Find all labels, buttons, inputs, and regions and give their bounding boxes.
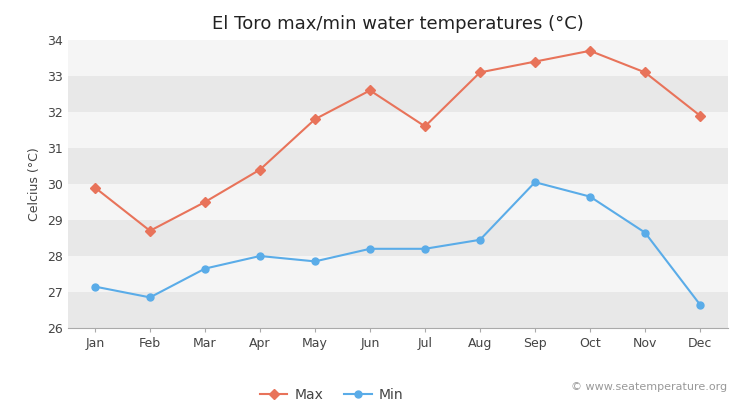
Max [365, 88, 374, 93]
Min [200, 266, 209, 271]
Title: El Toro max/min water temperatures (°C): El Toro max/min water temperatures (°C) [211, 15, 584, 33]
Line: Min: Min [92, 179, 704, 308]
Y-axis label: Celcius (°C): Celcius (°C) [28, 147, 41, 221]
Bar [68, 112, 728, 148]
Max [586, 48, 595, 53]
Min [365, 246, 374, 251]
Max [640, 70, 650, 75]
Bar [68, 148, 728, 184]
Min [695, 302, 704, 307]
Max [530, 59, 539, 64]
Bar [68, 292, 728, 328]
Legend: Max, Min: Max, Min [254, 382, 409, 400]
Bar [68, 256, 728, 292]
Min [476, 237, 484, 242]
Max [256, 167, 265, 172]
Min [146, 295, 154, 300]
Min [310, 259, 320, 264]
Max [200, 200, 209, 204]
Max [91, 185, 100, 190]
Bar [68, 220, 728, 256]
Min [256, 254, 265, 258]
Min [91, 284, 100, 289]
Min [640, 230, 650, 235]
Max [310, 117, 320, 122]
Bar [68, 40, 728, 76]
Max [476, 70, 484, 75]
Bar [68, 76, 728, 112]
Max [146, 228, 154, 233]
Text: © www.seatemperature.org: © www.seatemperature.org [572, 382, 728, 392]
Max [695, 113, 704, 118]
Max [421, 124, 430, 129]
Min [586, 194, 595, 199]
Bar [68, 184, 728, 220]
Min [530, 180, 539, 185]
Line: Max: Max [92, 47, 704, 234]
Min [421, 246, 430, 251]
